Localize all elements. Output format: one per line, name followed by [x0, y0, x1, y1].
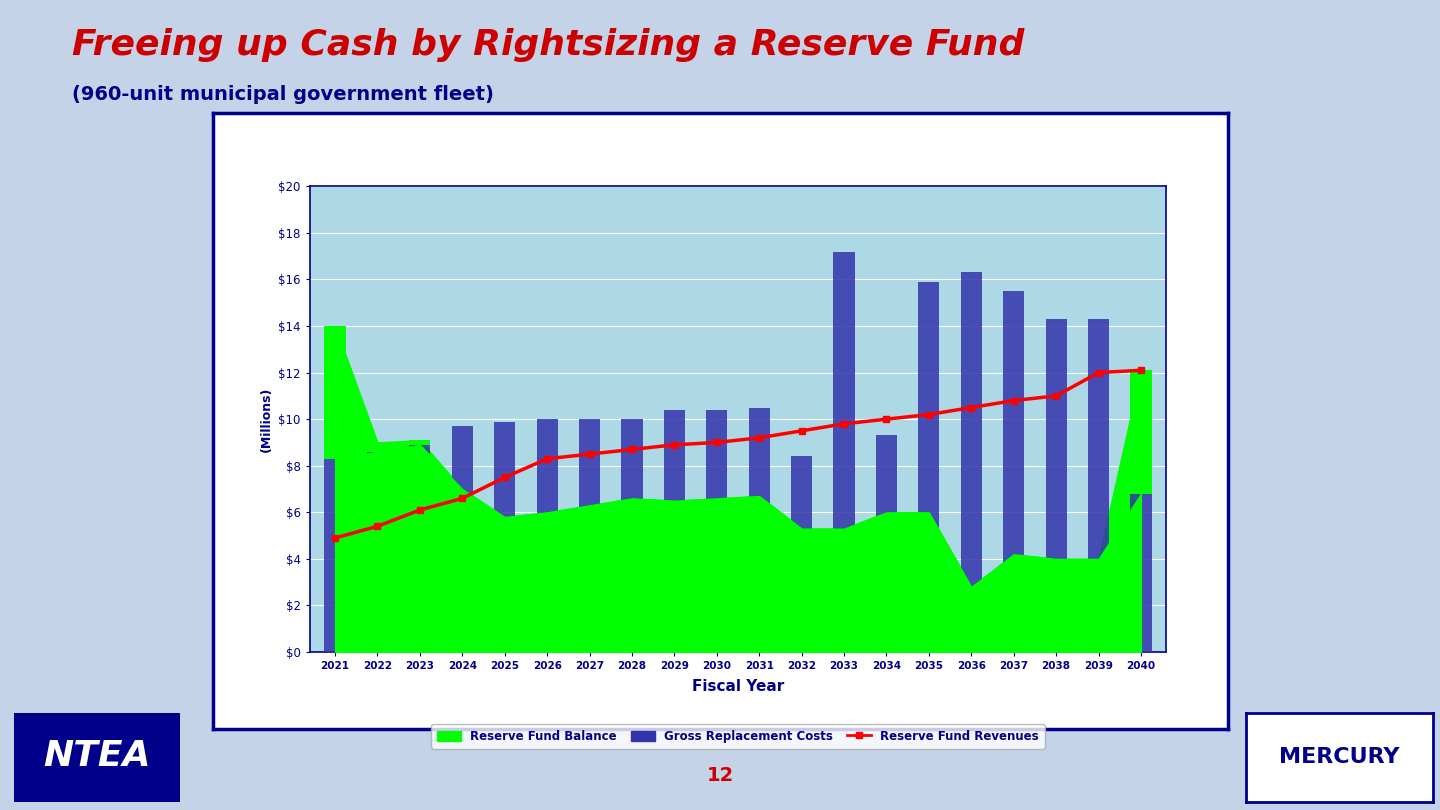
Bar — [452, 426, 472, 652]
Bar — [1004, 291, 1024, 652]
Text: Freeing up Cash by Rightsizing a Reserve Fund: Freeing up Cash by Rightsizing a Reserve… — [72, 28, 1024, 62]
Text: MERCURY: MERCURY — [1279, 748, 1400, 767]
Text: (960-unit municipal government fleet): (960-unit municipal government fleet) — [72, 85, 494, 104]
Bar — [367, 452, 387, 652]
Bar — [960, 272, 982, 652]
Bar — [409, 440, 431, 445]
Bar — [834, 251, 855, 652]
Bar — [409, 445, 431, 652]
Bar — [324, 326, 346, 458]
Text: NTEA: NTEA — [43, 739, 151, 773]
Text: 12: 12 — [707, 766, 733, 786]
Bar — [919, 282, 939, 652]
Bar — [537, 420, 557, 652]
Bar — [324, 458, 346, 652]
Y-axis label: (Millions): (Millions) — [259, 386, 272, 452]
Bar — [706, 410, 727, 652]
Bar — [1089, 319, 1109, 652]
Legend: Reserve Fund Balance, Gross Replacement Costs, Reserve Fund Revenues: Reserve Fund Balance, Gross Replacement … — [432, 724, 1044, 748]
Bar — [1045, 319, 1067, 652]
Bar — [791, 456, 812, 652]
Bar — [494, 421, 516, 652]
Bar — [1130, 493, 1152, 652]
Bar — [664, 410, 685, 652]
Bar — [749, 407, 770, 652]
Bar — [579, 420, 600, 652]
Bar — [367, 442, 387, 452]
Bar — [1130, 370, 1152, 493]
Bar — [876, 436, 897, 652]
X-axis label: Fiscal Year: Fiscal Year — [691, 680, 785, 694]
Bar — [621, 420, 642, 652]
